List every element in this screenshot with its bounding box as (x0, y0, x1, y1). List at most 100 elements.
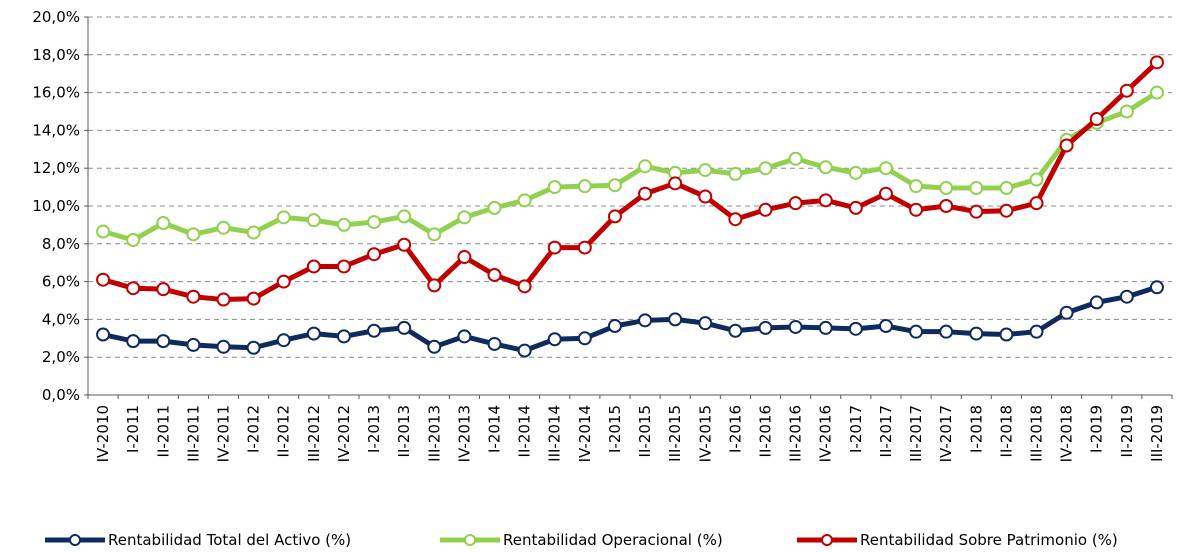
marker (668, 312, 683, 327)
marker (728, 323, 743, 338)
y-tick-label: 12,0% (32, 159, 80, 177)
marker (397, 320, 412, 335)
marker (1059, 138, 1074, 153)
x-tick-label: III-2018 (1028, 405, 1046, 462)
x-tick-label: IV-2012 (335, 405, 353, 462)
marker (306, 213, 321, 228)
marker (336, 217, 351, 232)
marker (909, 324, 924, 339)
legend-marker (821, 534, 833, 546)
marker (457, 329, 472, 344)
marker (969, 181, 984, 196)
marker (668, 176, 683, 191)
x-tick-label: I-2016 (726, 405, 744, 453)
x-tick-label: III-2014 (546, 405, 564, 462)
x-tick-label: IV-2014 (576, 405, 594, 462)
marker (156, 334, 171, 349)
marker (517, 279, 532, 294)
marker (698, 189, 713, 204)
x-tick-label: IV-2013 (455, 405, 473, 462)
marker (1149, 280, 1164, 295)
marker (607, 209, 622, 224)
marker (939, 324, 954, 339)
marker (1089, 295, 1104, 310)
marker (607, 319, 622, 334)
x-tick-label: II-2018 (997, 405, 1015, 457)
x-tick-label: II-2016 (757, 405, 775, 457)
marker (336, 259, 351, 274)
marker (186, 337, 201, 352)
legend-marker (69, 534, 81, 546)
marker (487, 200, 502, 215)
y-tick-label: 20,0% (32, 8, 80, 26)
marker (397, 209, 412, 224)
marker (969, 204, 984, 219)
marker (848, 165, 863, 180)
x-tick-label: I-2014 (486, 405, 504, 453)
marker (517, 343, 532, 358)
x-tick-label: II-2012 (275, 405, 293, 457)
x-tick-label: II-2017 (877, 405, 895, 457)
marker (909, 202, 924, 217)
x-tick-label: II-2015 (636, 405, 654, 457)
marker (638, 159, 653, 174)
legend-marker (464, 534, 476, 546)
marker (1119, 289, 1134, 304)
marker (96, 224, 111, 239)
marker (698, 163, 713, 178)
legend-label: Rentabilidad Operacional (%) (503, 531, 723, 549)
marker (276, 333, 291, 348)
marker (818, 160, 833, 175)
x-tick-label: II-2014 (516, 405, 534, 457)
marker (457, 210, 472, 225)
line (102, 90, 1159, 243)
marker (698, 316, 713, 331)
marker (246, 291, 261, 306)
marker (96, 327, 111, 342)
marker (848, 321, 863, 336)
marker (306, 326, 321, 341)
x-tick-label: III-2015 (666, 405, 684, 462)
x-tick-label: I-2019 (1088, 405, 1106, 453)
marker (758, 320, 773, 335)
marker (878, 319, 893, 334)
legend-label: Rentabilidad Total del Activo (%) (108, 531, 351, 549)
marker (427, 339, 442, 354)
marker (216, 339, 231, 354)
x-tick-label: III-2012 (305, 405, 323, 462)
marker (878, 161, 893, 176)
marker (577, 331, 592, 346)
marker (848, 200, 863, 215)
x-tick-label: II-2019 (1118, 405, 1136, 457)
x-tick-label: I-2011 (124, 405, 142, 453)
x-tick-label: IV-2016 (817, 405, 835, 462)
marker (336, 329, 351, 344)
marker (999, 327, 1014, 342)
marker (577, 240, 592, 255)
x-tick-label: III-2016 (787, 405, 805, 462)
x-tick-label: IV-2018 (1058, 405, 1076, 462)
marker (216, 220, 231, 235)
marker (186, 227, 201, 242)
marker (156, 282, 171, 297)
y-tick-label: 6,0% (42, 273, 80, 291)
y-tick-label: 14,0% (32, 121, 80, 139)
marker (457, 250, 472, 265)
marker (186, 289, 201, 304)
x-tick-label: III-2019 (1148, 405, 1166, 462)
marker (969, 326, 984, 341)
marker (1029, 172, 1044, 187)
marker (246, 225, 261, 240)
marker (367, 215, 382, 230)
x-tick-label: I-2015 (606, 405, 624, 453)
y-tick-label: 18,0% (32, 46, 80, 64)
x-tick-label: III-2013 (425, 405, 443, 462)
marker (1029, 324, 1044, 339)
marker (1149, 55, 1164, 70)
marker (397, 237, 412, 252)
x-tick-label: IV-2017 (937, 405, 955, 462)
marker (788, 196, 803, 211)
marker (638, 313, 653, 328)
marker (788, 319, 803, 334)
marker (607, 178, 622, 193)
